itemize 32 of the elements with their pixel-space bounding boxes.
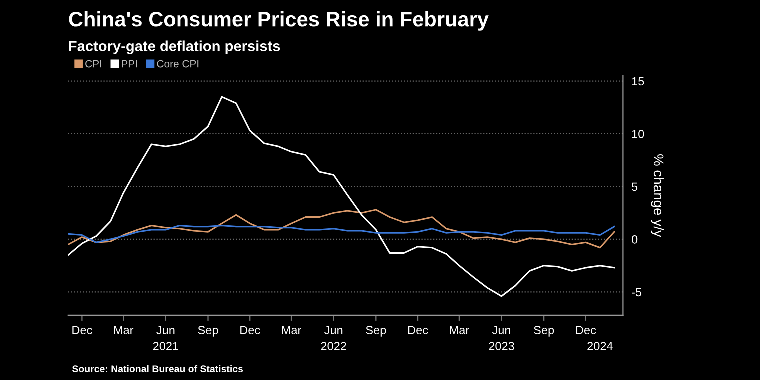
x2-tick-label: 2021 [153,342,178,350]
y-axis-title: % change y/y [651,154,664,238]
legend-label: PPI [122,60,138,68]
x-tick-label: Mar [282,326,302,334]
x2-tick-label: 2024 [588,342,613,350]
x-tick-label: Dec [576,326,596,334]
source-note: Source: National Bureau of Statistics [72,365,244,372]
x-tick-label: Jun [492,326,511,334]
x-tick-label: Sep [198,326,218,337]
y-tick-label: -5 [632,288,642,297]
x-tick-label: Mar [450,326,470,334]
line-series [68,209,616,249]
legend-label: Core CPI [157,60,199,68]
x-tick-label: Dec [408,326,428,334]
y-tick-label: 5 [632,182,638,192]
x-tick-label: Mar [114,326,134,334]
line-series [68,224,616,244]
legend-label: CPI [86,60,102,68]
chart-subtitle: Factory-gate deflation persists [69,40,280,54]
y-tick-label: 15 [632,77,644,86]
x-tick-label: Dec [240,326,260,334]
x2-tick-label: 2022 [321,342,346,350]
x-tick-label: Sep [534,326,554,337]
y-tick-label: 0 [632,236,638,244]
line-series [68,96,616,298]
x-tick-label: Jun [324,326,343,334]
y-tick-label: 10 [632,130,644,138]
x-tick-label: Sep [366,326,386,337]
x2-tick-label: 2023 [489,342,514,350]
x-tick-label: Jun [156,326,175,334]
x-tick-label: Dec [72,326,92,334]
chart-title: China's Consumer Prices Rise in February [69,12,489,31]
